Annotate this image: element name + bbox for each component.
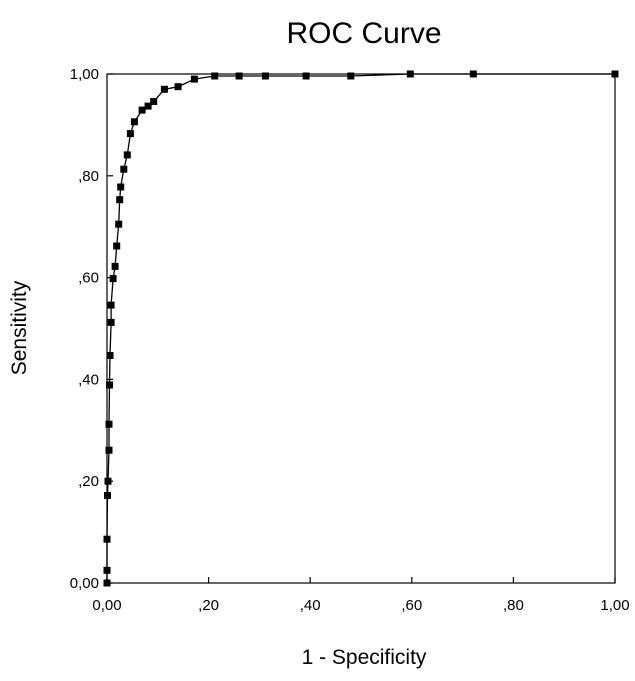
y-tick-label: ,80 (78, 168, 99, 185)
roc-point (138, 106, 146, 114)
roc-point (190, 75, 198, 83)
plot-frame (106, 73, 616, 584)
y-tick-label: ,40 (78, 371, 99, 388)
roc-point (123, 151, 131, 159)
x-tick-label: ,40 (300, 597, 321, 614)
roc-point (347, 72, 355, 80)
y-axis-label: Sensitivity (8, 280, 31, 375)
roc-curve-line (106, 73, 615, 583)
roc-point (150, 98, 158, 105)
roc-curve-points (103, 70, 619, 587)
roc-point (130, 118, 138, 126)
roc-point (235, 72, 243, 80)
roc-point (469, 70, 477, 78)
roc-point (117, 183, 125, 191)
roc-point (111, 262, 119, 270)
roc-point (107, 318, 115, 326)
x-axis-label: 1 - Specificity (302, 646, 427, 669)
roc-point (106, 352, 114, 359)
y-tick-label: 0,00 (70, 575, 99, 592)
roc-point (120, 165, 128, 173)
roc-point (160, 85, 168, 93)
roc-point (103, 579, 111, 587)
roc-point (104, 477, 112, 485)
roc-point (211, 72, 219, 80)
y-tick-label: ,20 (78, 473, 99, 490)
roc-point (144, 102, 152, 110)
roc-point (174, 83, 182, 91)
x-tick-label: 1,00 (600, 597, 629, 614)
roc-point (105, 446, 113, 454)
roc-point (107, 301, 115, 309)
roc-point (406, 70, 414, 78)
roc-point (103, 566, 111, 574)
roc-point (105, 420, 113, 428)
y-axis-ticks: 0,00 ,20 ,40 ,60 ,80 1,00 (70, 66, 113, 592)
roc-point (103, 535, 111, 543)
x-tick-label: 0,00 (92, 597, 121, 614)
roc-point (109, 275, 117, 283)
roc-point (116, 196, 124, 204)
roc-point (611, 70, 619, 78)
x-tick-label: ,60 (401, 597, 422, 614)
x-axis-ticks: 0,00 ,20 ,40 ,60 ,80 1,00 (92, 577, 630, 614)
roc-point (106, 381, 113, 389)
roc-point (104, 492, 111, 499)
roc-point (126, 130, 134, 138)
y-tick-label: 1,00 (70, 66, 99, 83)
roc-point (115, 220, 123, 228)
chart-title: ROC Curve (286, 17, 441, 50)
roc-point (262, 72, 269, 80)
x-tick-label: ,20 (198, 597, 219, 614)
roc-point (302, 72, 310, 80)
roc-point (113, 242, 121, 250)
y-tick-label: ,60 (78, 270, 99, 287)
x-tick-label: ,80 (503, 597, 524, 614)
